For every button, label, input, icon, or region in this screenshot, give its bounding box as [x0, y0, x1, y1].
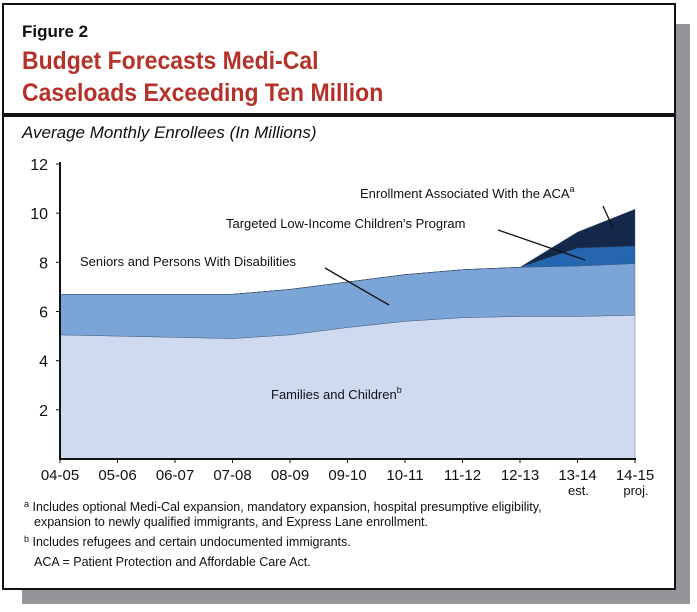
figure-title: Budget Forecasts Medi-Cal Caseloads Exce… — [22, 45, 383, 109]
x-tick-label: 14-15 — [616, 467, 654, 484]
title-line-2: Caseloads Exceeding Ten Million — [22, 79, 384, 107]
x-tick-label: 04-05 — [41, 467, 79, 484]
figure-label: Figure 2 — [22, 22, 89, 41]
title-line-1: Budget Forecasts Medi-Cal — [22, 47, 319, 75]
y-tick-label: 10 — [30, 206, 48, 223]
x-tick-label: 13-14 — [558, 467, 596, 484]
footnote-aca: ACA = Patient Protection and Affordable … — [34, 555, 311, 569]
footnotes: a Includes optional Medi-Cal expansion, … — [24, 499, 542, 575]
x-tick-label: 11-12 — [444, 467, 481, 484]
x-tick-label: 09-10 — [328, 467, 366, 484]
chart-subtitle: Average Monthly Enrollees (In Millions) — [22, 123, 317, 142]
leader-line-aca — [602, 205, 614, 229]
footnote-a: a Includes optional Medi-Cal expansion, … — [24, 499, 542, 529]
series-label-aca: Enrollment Associated With the ACAa — [360, 184, 575, 201]
x-tick-label: 08-09 — [271, 467, 309, 484]
x-tick-label: 06-07 — [156, 467, 194, 484]
leader-line-targeted — [497, 229, 586, 261]
y-tick-label: 4 — [39, 354, 48, 371]
x-tick-label: 05-06 — [98, 467, 136, 484]
x-tick-sublabel: est. — [568, 483, 589, 498]
x-tick-label: 10-11 — [386, 467, 423, 484]
y-tick-label: 6 — [39, 305, 48, 322]
leader-line-seniors — [324, 267, 390, 306]
series-label-families: Families and Childrenb — [271, 385, 402, 402]
y-tick-label: 12 — [30, 157, 48, 174]
y-tick-label: 8 — [39, 255, 48, 272]
x-tick-label: 07-08 — [213, 467, 251, 484]
series-label-seniors: Seniors and Persons With Disabilities — [80, 254, 297, 269]
y-tick-label: 2 — [39, 403, 48, 420]
x-tick-sublabel: proj. — [623, 483, 648, 498]
header-divider — [4, 113, 674, 117]
area-enrollment-associated-with-the-aca — [60, 208, 636, 295]
series-label-targeted: Targeted Low-Income Children's Program — [226, 216, 465, 231]
footnote-b: b Includes refugees and certain undocume… — [24, 534, 351, 549]
x-tick-label: 12-13 — [501, 467, 539, 484]
